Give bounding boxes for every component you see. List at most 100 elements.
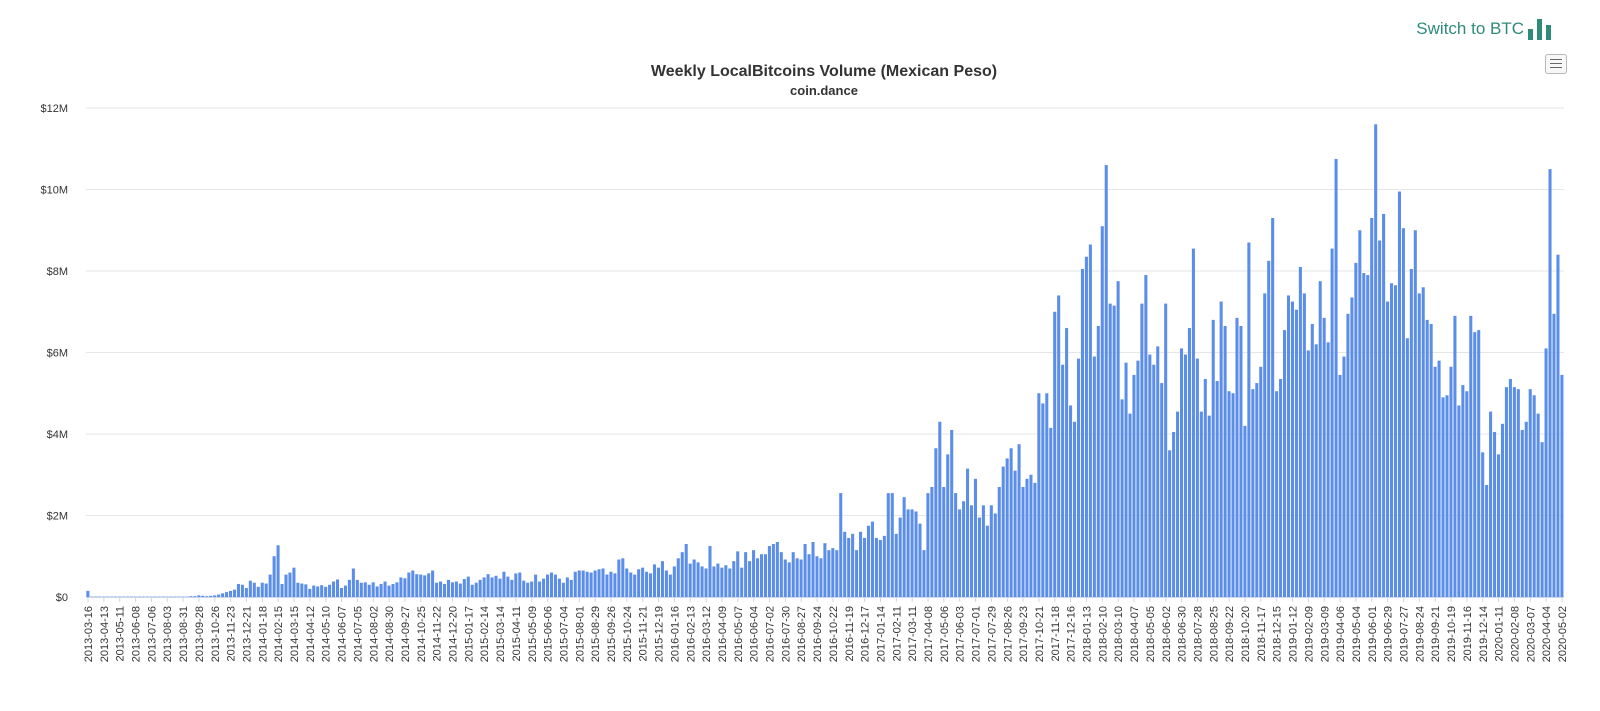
bar: [363, 582, 367, 597]
bar: [506, 576, 510, 598]
bar: [1362, 273, 1366, 597]
bar: [268, 574, 272, 597]
bar: [1465, 391, 1469, 597]
x-tick-label: 2017-01-14: [876, 606, 888, 662]
bar: [1156, 346, 1160, 597]
x-tick-label: 2015-11-21: [638, 606, 650, 661]
bar: [565, 577, 569, 597]
bar: [1247, 242, 1251, 598]
bar: [1322, 317, 1326, 597]
bar: [771, 544, 775, 597]
bar: [1504, 387, 1508, 597]
bar: [1148, 354, 1152, 597]
bar: [1330, 248, 1334, 597]
x-tick-label: 2017-07-01: [971, 606, 983, 662]
hamburger-menu-icon: [1550, 59, 1562, 60]
bar: [748, 561, 752, 597]
bar: [1124, 362, 1128, 597]
bar: [1346, 313, 1350, 597]
x-tick-label: 2014-04-12: [305, 606, 317, 662]
bar: [1219, 301, 1223, 597]
bar: [1100, 226, 1104, 597]
bar: [1449, 366, 1453, 597]
bar: [1366, 275, 1370, 597]
bar: [1310, 323, 1314, 597]
hamburger-menu-icon: [1550, 63, 1562, 64]
bar: [577, 570, 581, 597]
chart-menu-button[interactable]: [1545, 54, 1567, 74]
bar: [708, 546, 712, 597]
x-tick-label: 2016-03-12: [701, 606, 713, 662]
bar: [720, 567, 724, 597]
x-tick-label: 2013-05-11: [115, 606, 127, 661]
bar: [1128, 413, 1132, 598]
bar: [209, 595, 213, 597]
bar: [1560, 374, 1564, 597]
bar: [419, 574, 423, 597]
bar: [898, 517, 902, 597]
bar: [803, 544, 807, 597]
bar: [411, 570, 415, 597]
bar: [1037, 393, 1041, 597]
bar: [855, 550, 859, 597]
bar: [1195, 358, 1199, 597]
bar: [1267, 260, 1271, 597]
bar: [1065, 328, 1069, 597]
x-tick-label: 2015-04-11: [511, 606, 523, 661]
bar: [482, 577, 486, 597]
switch-to-btc-link[interactable]: Switch to BTC: [1416, 19, 1524, 38]
bar: [391, 583, 395, 597]
bar: [442, 583, 447, 597]
bar: [1409, 268, 1413, 597]
bar: [1061, 364, 1065, 597]
x-tick-label: 2014-12-20: [448, 606, 460, 662]
x-tick-label: 2019-02-09: [1303, 606, 1315, 662]
bar: [490, 577, 494, 597]
bar: [1243, 425, 1247, 597]
x-tick-label: 2016-10-22: [828, 606, 840, 662]
x-tick-label: 2014-10-25: [416, 606, 428, 662]
bar: [1168, 450, 1172, 597]
bar: [1457, 405, 1461, 597]
x-tick-label: 2019-01-12: [1288, 606, 1300, 662]
bar: [498, 578, 502, 597]
x-tick-label: 2017-10-21: [1034, 606, 1046, 662]
bar: [312, 585, 316, 597]
bar: [969, 505, 974, 597]
bar: [494, 575, 498, 597]
bar: [514, 573, 518, 597]
bar: [276, 545, 280, 597]
x-tick-label: 2015-03-14: [495, 606, 507, 662]
bar: [165, 596, 169, 598]
x-tick-label: 2018-06-02: [1161, 606, 1173, 662]
bar: [672, 566, 676, 597]
bar: [1382, 213, 1386, 597]
bar: [617, 559, 621, 597]
bar: [193, 596, 197, 597]
x-tick-label: 2019-03-09: [1319, 606, 1331, 662]
x-tick-label: 2015-06-06: [543, 606, 555, 662]
x-tick-label: 2016-07-02: [765, 606, 777, 662]
bar: [585, 571, 589, 597]
bar: [1164, 303, 1168, 597]
bar: [248, 580, 252, 597]
bar: [379, 583, 383, 597]
gridlines: [86, 107, 1564, 598]
bar: [1378, 240, 1382, 597]
x-tick-label: 2015-08-29: [590, 606, 602, 662]
x-tick-label: 2018-07-28: [1193, 606, 1205, 662]
x-tick-label: 2016-08-27: [796, 606, 808, 662]
bar: [1069, 405, 1073, 597]
bar-chart-icon[interactable]: [1528, 18, 1552, 40]
bar: [1203, 378, 1207, 597]
bar: [1290, 301, 1294, 597]
bar: [1338, 374, 1342, 597]
bar: [1485, 484, 1489, 597]
bar: [173, 596, 177, 598]
bar: [862, 537, 867, 597]
x-tick-label: 2018-10-20: [1240, 606, 1252, 662]
bar: [692, 559, 696, 597]
bar: [122, 596, 126, 598]
bar: [1532, 395, 1536, 597]
x-tick-label: 2016-11-19: [844, 606, 856, 661]
